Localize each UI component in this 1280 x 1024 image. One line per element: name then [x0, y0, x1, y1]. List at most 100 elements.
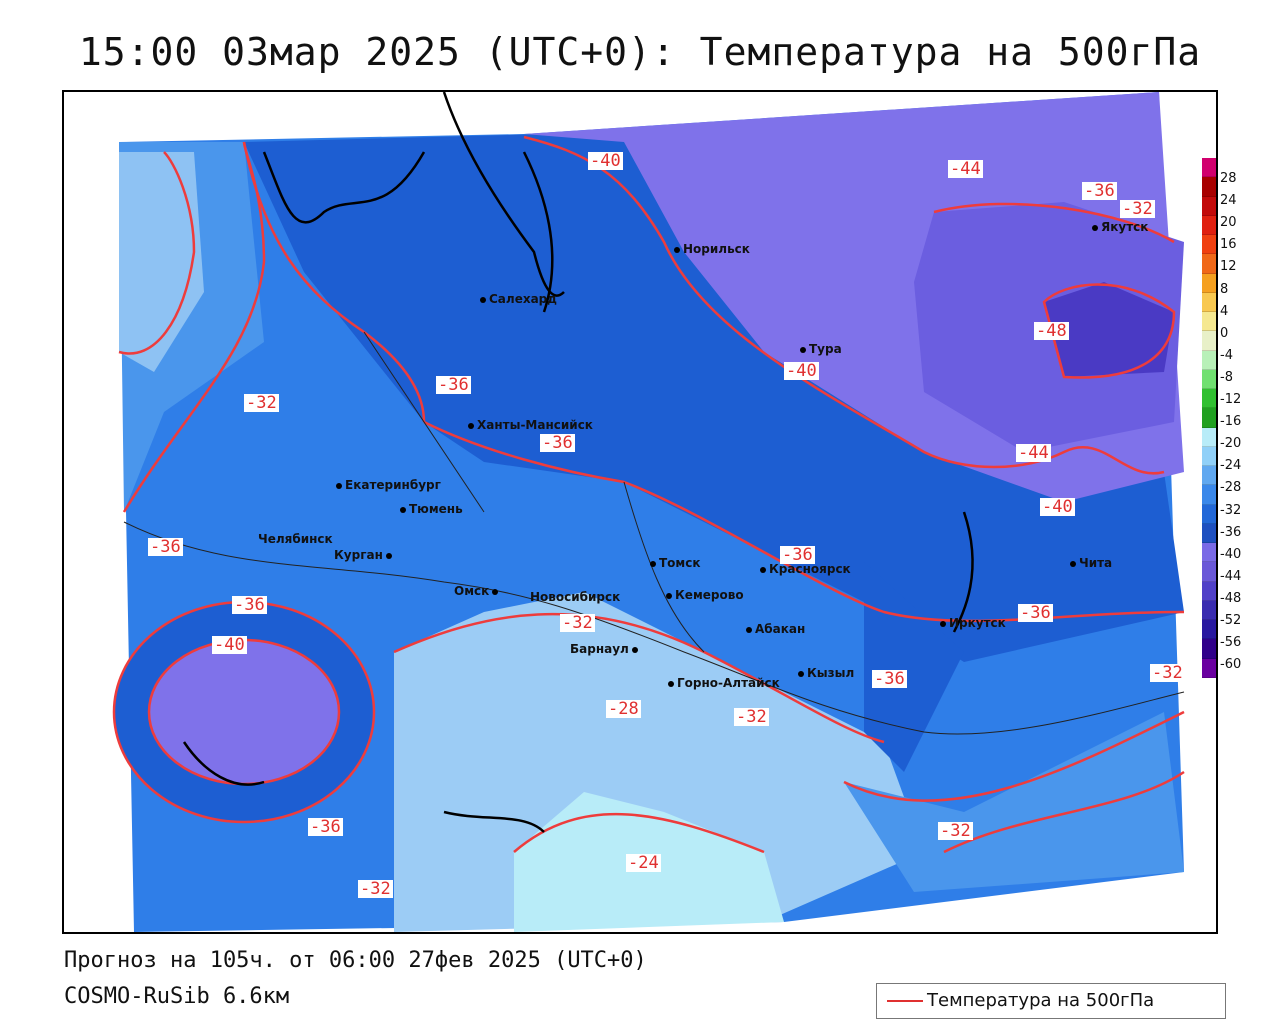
contour-label: -36 [436, 375, 471, 395]
city-novosibirsk[interactable]: Новосибирск [530, 590, 621, 604]
color-scale-tick: -60 [1220, 657, 1242, 673]
contour-label: -36 [780, 545, 815, 565]
legend-box: Температура на 500гПа [876, 983, 1226, 1019]
legend-label: Температура на 500гПа [927, 990, 1155, 1011]
city-dot-icon [746, 626, 752, 633]
borders [123, 331, 1185, 735]
northwest-warm-zone [119, 152, 204, 372]
city-barnaul[interactable]: Барнаул [570, 642, 641, 656]
city-omsk[interactable]: Омск [454, 584, 501, 598]
city-dot-icon [760, 566, 766, 573]
color-scale-tick: 28 [1220, 171, 1237, 186]
contour-label: -28 [606, 699, 641, 719]
color-scale-segment [1202, 562, 1216, 582]
city-tyumen[interactable]: Тюмень [400, 502, 463, 516]
contour-label: -36 [232, 595, 267, 615]
city-dot-icon [798, 670, 804, 677]
contour-label: -36 [872, 669, 907, 689]
city-dot-icon [631, 646, 638, 653]
isotherms [118, 135, 1185, 854]
color-scale-tick: -52 [1220, 613, 1242, 628]
city-krasnoyarsk[interactable]: Красноярск [760, 562, 851, 576]
city-chelyabinsk[interactable]: Челябинск [258, 532, 333, 546]
color-scale-tick: -28 [1220, 480, 1242, 496]
contour-label: -32 [734, 707, 769, 727]
forecast-info: Прогноз на 105ч. от 06:00 27фев 2025 (UT… [64, 948, 647, 973]
color-scale-segment [1202, 369, 1216, 389]
color-scale-segment [1202, 177, 1216, 197]
city-tomsk[interactable]: Томск [650, 556, 701, 570]
contour-label: -32 [938, 821, 973, 841]
contour-label: -36 [308, 817, 343, 837]
model-name: COSMO-RuSib 6.6км [64, 984, 290, 1009]
color-scale-tick: 4 [1220, 303, 1229, 319]
city-yakutsk[interactable]: Якутск [1092, 220, 1148, 234]
contour-label: -36 [540, 433, 575, 453]
color-scale-segment [1202, 504, 1216, 524]
contour-label: -40 [588, 151, 623, 171]
city-chita[interactable]: Чита [1070, 556, 1112, 570]
city-dot-icon [480, 296, 486, 303]
color-scale-segment [1202, 466, 1216, 486]
color-scale-tick: -40 [1220, 546, 1242, 562]
color-scale-segment [1202, 215, 1216, 235]
contour-label: -32 [1150, 663, 1185, 683]
contour-label: -40 [1040, 497, 1075, 517]
contour-label: -40 [784, 361, 819, 381]
color-scale-segment [1202, 427, 1216, 447]
color-scale-tick: -36 [1220, 524, 1242, 540]
contour-label: -32 [244, 393, 279, 413]
legend-line-icon [887, 1000, 923, 1002]
color-scale-tick: -48 [1220, 590, 1242, 606]
color-scale-tick: -44 [1220, 568, 1242, 584]
city-kurgan[interactable]: Курган [334, 548, 395, 562]
contour-label: -24 [626, 853, 661, 873]
color-scale-tick: -56 [1220, 635, 1242, 651]
color-scale-segment [1202, 273, 1216, 293]
city-kyzyl[interactable]: Кызыл [798, 666, 854, 680]
color-scale-segment [1202, 446, 1216, 466]
city-yekaterinburg[interactable]: Екатеринбург [336, 478, 441, 492]
color-scale-segment [1202, 254, 1216, 274]
color-scale-segment [1202, 389, 1216, 409]
contour-label: -44 [1016, 443, 1051, 463]
color-scale-tick: 16 [1220, 237, 1237, 253]
temperature-map[interactable]: Норильск Якутск Салехард Тура Ханты-Манс… [62, 90, 1218, 934]
color-scale-segment [1202, 292, 1216, 312]
city-kemerovo[interactable]: Кемерово [666, 588, 744, 602]
contour-label: -48 [1034, 321, 1069, 341]
contour-label: -36 [148, 537, 183, 557]
city-gorno-altaysk[interactable]: Горно-Алтайск [668, 676, 780, 690]
color-scale-segment [1202, 600, 1216, 620]
map-title: 15:00 03мар 2025 (UTC+0): Температура на… [78, 30, 1202, 74]
color-scale-segment [1202, 543, 1216, 563]
contour-label: -32 [560, 613, 595, 633]
city-dot-icon [492, 588, 499, 595]
city-norilsk[interactable]: Норильск [674, 242, 750, 256]
southwest-colder-core [149, 640, 339, 784]
city-khanty-mansiysk[interactable]: Ханты-Мансийск [468, 418, 593, 432]
contour-label: -44 [948, 159, 983, 179]
city-irkutsk[interactable]: Иркутск [940, 616, 1006, 630]
color-scale-bar [1202, 158, 1216, 678]
color-scale-segment [1202, 658, 1216, 678]
color-scale-segment [1202, 196, 1216, 216]
city-salekhard[interactable]: Салехард [480, 292, 557, 306]
color-scale-tick: -20 [1220, 436, 1242, 452]
city-dot-icon [650, 560, 656, 567]
city-tura[interactable]: Тура [800, 342, 842, 356]
color-scale-tick: -4 [1220, 347, 1233, 363]
city-dot-icon [336, 482, 342, 489]
color-scale-tick: 24 [1220, 193, 1237, 209]
color-scale-segment [1202, 639, 1216, 659]
city-dot-icon [666, 592, 672, 599]
contour-label: -36 [1082, 181, 1117, 201]
city-abakan[interactable]: Абакан [746, 622, 805, 636]
southeast-zone [844, 712, 1184, 892]
color-scale-segment [1202, 485, 1216, 505]
color-scale-tick: 8 [1220, 281, 1229, 297]
color-scale-tick: 12 [1220, 259, 1237, 275]
contour-label: -32 [358, 879, 393, 899]
contour-label: -36 [1018, 603, 1053, 623]
color-scale-tick: 0 [1220, 325, 1229, 341]
